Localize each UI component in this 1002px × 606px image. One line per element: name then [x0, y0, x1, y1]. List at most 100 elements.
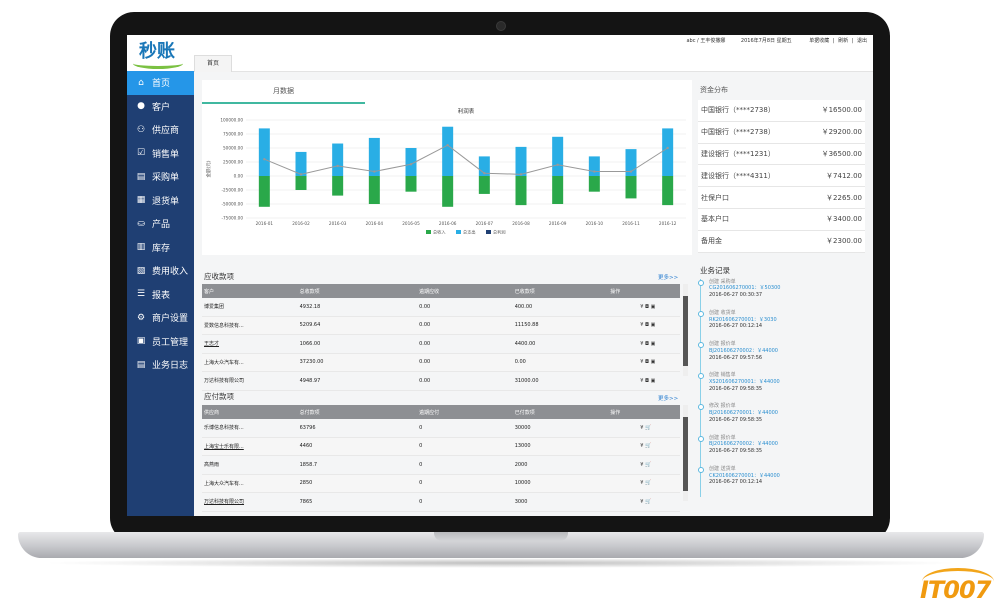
row-action-icons[interactable]: ¥ 🛒	[608, 474, 680, 493]
row-action-icons[interactable]: ¥ ◘ ▣	[608, 316, 680, 335]
record-item[interactable]: 修改 报价单 BJ201606270001：￥44000 2016-06-27 09…	[698, 403, 865, 434]
table-row[interactable]: 高燕雨 1858.7 0 2000 ¥ 🛒	[202, 455, 680, 475]
amount-cell: 3000	[512, 492, 609, 512]
column-header[interactable]: 供应商	[202, 405, 298, 419]
fund-row[interactable]: 社保户口 ￥2265.00	[698, 187, 865, 209]
clipboard-icon: ▥	[136, 242, 146, 253]
sidebar-item-11[interactable]: ▣ 员工管理	[127, 330, 194, 354]
income-bar	[258, 176, 270, 207]
record-item[interactable]: 创建 销售单 XS201606270001：￥44000 2016-06-27 09…	[698, 372, 865, 403]
row-action-icons[interactable]: ¥ ◘ ▣	[608, 353, 680, 372]
sidebar-item-4[interactable]: ▤ 采购单	[127, 165, 194, 189]
table-row[interactable]: 爱数信息科技有... 5209.64 0.00 11150.88 ¥ ◘ ▣	[202, 316, 680, 335]
column-header[interactable]: 客户	[202, 284, 298, 298]
sidebar-item-10[interactable]: ⚙ 商户设置	[127, 306, 194, 330]
party-name: 上海大众汽车有...	[202, 474, 298, 493]
profit-point	[299, 173, 303, 176]
income-bar	[405, 176, 417, 192]
table-row[interactable]: 乐博信息科技有... 63796 0 30000 ¥ 🛒	[202, 419, 680, 438]
logout-link[interactable]: 退出	[856, 38, 867, 44]
column-header[interactable]: 操作	[608, 405, 680, 419]
column-header[interactable]: 已收款项	[512, 284, 609, 298]
sidebar-item-2[interactable]: ⚇ 供应商	[127, 118, 194, 142]
row-action-icons[interactable]: ¥ 🛒	[608, 455, 680, 475]
chart-title: 利润表	[458, 107, 475, 115]
x-tick-label: 2016-10	[586, 221, 604, 226]
record-id[interactable]: BJ201606270002：￥44000	[709, 347, 778, 354]
table-row[interactable]: 王志才 1066.00 0.00 4400.00 ¥ ◘ ▣	[202, 334, 680, 354]
column-header[interactable]: 操作	[608, 284, 680, 298]
amount-cell: 0	[417, 474, 513, 493]
payables-more-link[interactable]: 更多>>	[658, 396, 679, 402]
record-item[interactable]: 创建 收货单 RK201606270001：￥3030 2016-06-27 00:…	[698, 310, 865, 341]
fund-row[interactable]: 建设银行（****4311） ￥7412.00	[698, 165, 865, 188]
sidebar-item-1[interactable]: ● 客户	[127, 95, 194, 119]
row-action-icons[interactable]: ¥ 🛒	[608, 492, 680, 512]
column-header[interactable]: 逾期应收	[417, 284, 513, 298]
sidebar-item-0[interactable]: ⌂ 首页	[127, 71, 194, 95]
record-id[interactable]: BJ201606270001：￥44000	[709, 410, 778, 417]
sidebar-item-3[interactable]: ☑ 销售单	[127, 142, 194, 166]
record-id[interactable]: BJ201606270002：￥44000	[709, 441, 778, 448]
favorites-link[interactable]: 单据收藏	[809, 38, 830, 44]
fund-row[interactable]: 中国银行（****2738） ￥16500.00	[698, 100, 865, 122]
user-name[interactable]: abc / 王丰俊撒娜	[686, 38, 726, 44]
timeline-dot-icon	[698, 310, 704, 317]
sidebar-item-7[interactable]: ▥ 库存	[127, 236, 194, 260]
record-id[interactable]: CG201606270001：￥50300	[709, 285, 781, 292]
amount-cell: 5209.64	[297, 316, 418, 335]
refresh-link[interactable]: 刷新	[838, 38, 849, 44]
column-header[interactable]: 总收款项	[297, 284, 418, 298]
table-row[interactable]: 上海宝士乐有限... 4460 0 13000 ¥ 🛒	[202, 437, 680, 456]
tab-monthly-data[interactable]: 月数据	[202, 80, 365, 104]
y-tick-label: 0.00	[234, 174, 244, 179]
row-action-icons[interactable]: ¥ ◘ ▣	[608, 334, 680, 354]
payables-scrollbar[interactable]	[683, 405, 688, 501]
receivables-scrollbar[interactable]	[683, 284, 688, 376]
column-header[interactable]: 总付款项	[297, 405, 418, 419]
table-row[interactable]: 万达科技有限公司 4948.97 0.00 31000.00 ¥ ◘ ▣	[202, 371, 680, 391]
sidebar-item-8[interactable]: ▧ 费用收入	[127, 259, 194, 283]
sidebar-item-9[interactable]: ☰ 报表	[127, 283, 194, 307]
party-name[interactable]: 上海宝士乐有限...	[202, 437, 298, 456]
fund-amount: ￥2300.00	[826, 237, 862, 246]
column-header[interactable]: 已付款项	[512, 405, 609, 419]
receivables-more-link[interactable]: 更多>>	[658, 275, 679, 281]
row-action-icons[interactable]: ¥ ◘ ▣	[608, 371, 680, 391]
table-row[interactable]: 万达科技有限公司 7865 0 3000 ¥ 🛒	[202, 492, 680, 512]
record-id[interactable]: RK201606270001：￥3030	[709, 316, 777, 323]
fund-row[interactable]: 中国银行（****2738） ￥29200.00	[698, 121, 865, 144]
table-row[interactable]: 博爱集团 4932.18 0.00 400.00 ¥ ◘ ▣	[202, 298, 680, 317]
row-action-icons[interactable]: ¥ ◘ ▣	[608, 298, 680, 317]
camera-icon	[496, 21, 506, 31]
table-row[interactable]: 上海大众汽车有... 37230.00 0.00 0.00 ¥ ◘ ▣	[202, 353, 680, 372]
record-item[interactable]: 创建 报价单 BJ201606270002：￥44000 2016-06-27 09…	[698, 435, 865, 466]
table-row[interactable]: 上海大众汽车有... 2850 0 10000 ¥ 🛒	[202, 474, 680, 493]
fund-account: 建设银行（****1231）	[701, 149, 775, 158]
record-item[interactable]: 创建 报价单 BJ201606270002：￥44000 2016-06-27 09…	[698, 341, 865, 372]
party-name[interactable]: 万达科技有限公司	[202, 492, 298, 512]
fund-row[interactable]: 基本户口 ￥3400.00	[698, 208, 865, 231]
row-action-icons[interactable]: ¥ 🛒	[608, 419, 680, 438]
fund-row[interactable]: 备用金 ￥2300.00	[698, 230, 865, 253]
row-action-icons[interactable]: ¥ 🛒	[608, 437, 680, 456]
x-tick-label: 2016-03	[329, 221, 347, 226]
record-item[interactable]: 创建 采购单 CG201606270001：￥50300 2016-06-27 00…	[698, 279, 865, 310]
expense-bar	[295, 151, 307, 176]
profit-point	[519, 173, 523, 176]
amount-cell: 30000	[512, 419, 609, 438]
record-id[interactable]: CK201606270001：￥44000	[709, 472, 780, 479]
legend-label: 总收入	[433, 229, 446, 236]
record-id[interactable]: XS201606270001：￥44000	[709, 378, 780, 385]
sidebar-item-5[interactable]: ▦ 退货单	[127, 189, 194, 213]
column-header[interactable]: 逾期应付	[417, 405, 513, 419]
party-name[interactable]: 王志才	[202, 334, 298, 354]
record-item[interactable]: 创建 送货单 CK201606270001：￥44000 2016-06-27 00…	[698, 466, 865, 497]
logo[interactable]: 秒账	[127, 35, 194, 71]
tab-home[interactable]: 首页	[194, 55, 232, 72]
sidebar-item-12[interactable]: ▤ 业务日志	[127, 353, 194, 377]
profit-point	[336, 164, 339, 168]
fund-row[interactable]: 建设银行（****1231） ￥36500.00	[698, 143, 865, 166]
sidebar-item-6[interactable]: ⛀ 产品	[127, 212, 194, 236]
watermark-swoosh-icon	[922, 568, 994, 595]
